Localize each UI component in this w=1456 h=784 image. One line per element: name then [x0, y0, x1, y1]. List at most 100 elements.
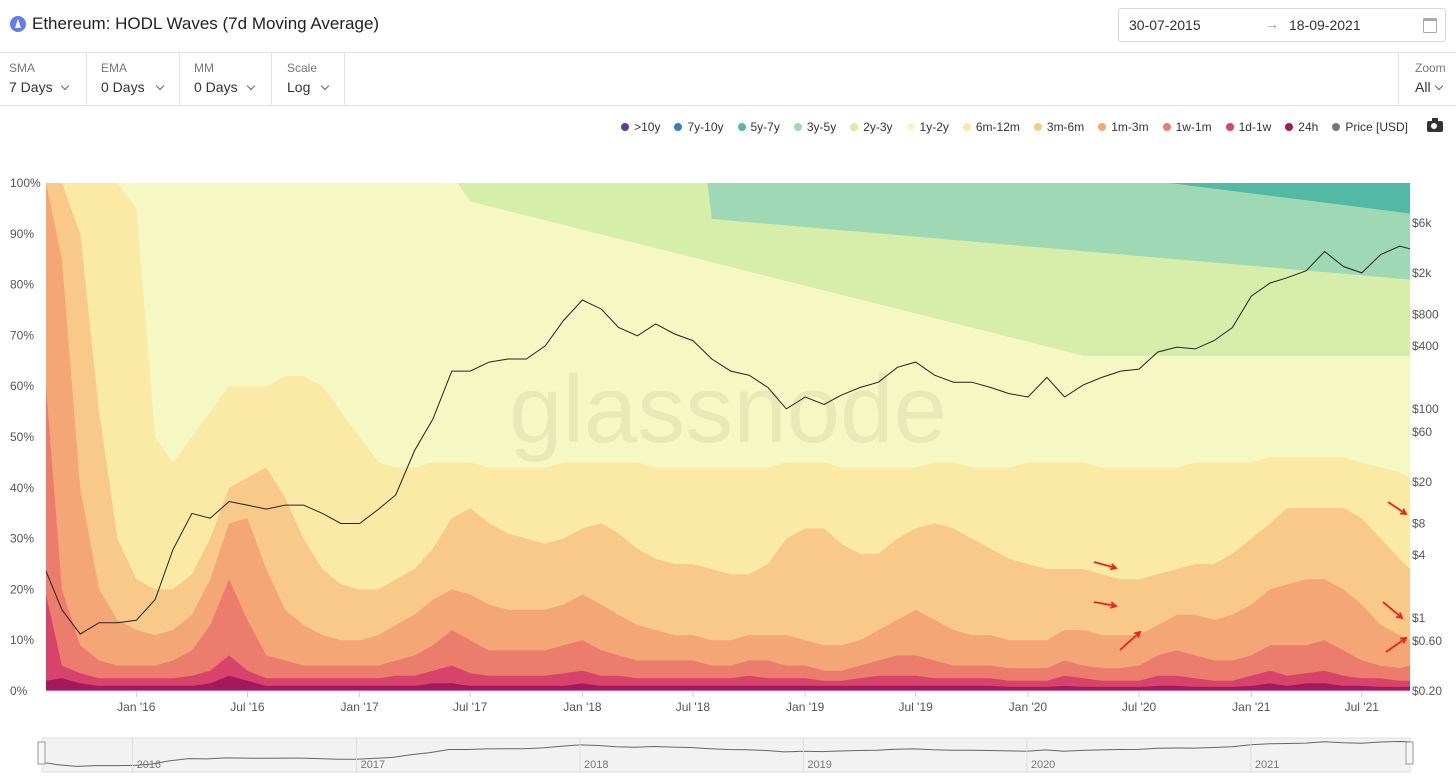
legend-item-6m-12m[interactable]: 6m-12m	[962, 120, 1020, 134]
chevron-down-icon	[1434, 81, 1444, 91]
x-tick-label: Jan '17	[341, 700, 380, 714]
legend-dot-icon	[962, 123, 971, 131]
legend-item-gt-10y[interactable]: >10y	[621, 120, 660, 134]
ema-value[interactable]: 0 Days	[101, 79, 145, 95]
legend-item-7y-10y[interactable]: 7y-10y	[674, 120, 724, 134]
x-tick-label: Jul '20	[1122, 700, 1157, 714]
hodl-waves-chart: glassnode 0% 10% 20% 30% 40% 50% 60% 70% 80% 90% 10…	[10, 176, 1442, 714]
legend-item-24h[interactable]: 24h	[1285, 120, 1318, 134]
legend-dot-icon	[737, 123, 746, 131]
band-3y-5y	[707, 183, 1410, 280]
annotation-arrow-head	[1399, 508, 1408, 516]
sma-label: SMA	[9, 61, 36, 75]
date-from-input[interactable]: 30-07-2015	[1129, 17, 1201, 33]
chevron-down-icon	[155, 81, 165, 91]
legend-dot-icon	[621, 123, 630, 131]
y-left-tick-label: 0%	[10, 684, 28, 698]
navigator-year-label: 2019	[807, 759, 831, 771]
legend-dot-icon	[1098, 123, 1107, 131]
chevron-down-icon	[320, 81, 330, 91]
navigator-year-label: 2021	[1255, 759, 1279, 771]
zoom-value[interactable]: All	[1415, 79, 1431, 95]
legend-dot-icon	[1033, 123, 1042, 131]
sma-value[interactable]: 7 Days	[9, 79, 53, 95]
x-tick-label: Jan '21	[1232, 700, 1271, 714]
band-1m-3m	[46, 183, 1410, 691]
legend-item-5y-7y[interactable]: 5y-7y	[737, 120, 780, 134]
legend-item-1m-3m[interactable]: 1m-3m	[1098, 120, 1149, 134]
legend-item-2y-3y[interactable]: 2y-3y	[850, 120, 893, 134]
y-left-tick-label: 100%	[10, 176, 41, 190]
annotation-arrow	[1385, 637, 1407, 653]
legend-dot-icon	[906, 123, 915, 131]
navigator-year-label: 2020	[1031, 759, 1055, 771]
sma-select[interactable]: SMA 7 Days	[0, 53, 87, 105]
legend-label: 1m-3m	[1111, 120, 1149, 134]
ema-select[interactable]: EMA 0 Days	[87, 53, 180, 105]
y-left-tick-label: 30%	[10, 532, 34, 546]
y-left-tick-label: 20%	[10, 582, 34, 596]
ethereum-icon	[10, 16, 26, 32]
annotation-arrow	[1382, 601, 1403, 619]
scale-value[interactable]: Log	[287, 79, 311, 95]
y-left-tick-label: 50%	[10, 430, 34, 444]
annotation-arrow-head	[1133, 630, 1142, 638]
y-right-tick-label: $1	[1412, 611, 1426, 625]
navigator-right-handle[interactable]	[1405, 741, 1414, 765]
annotation-arrow	[1387, 501, 1407, 515]
legend-label: 24h	[1298, 120, 1319, 134]
legend-item-1w-1m[interactable]: 1w-1m	[1162, 120, 1212, 134]
scale-select[interactable]: Scale Log	[272, 53, 345, 105]
legend-item-price-usd[interactable]: Price [USD]	[1332, 120, 1408, 134]
date-range-picker[interactable]: 30-07-2015 → 18-09-2021	[1118, 8, 1446, 42]
legend-dot-icon	[850, 123, 859, 131]
legend-label: 1d-1w	[1238, 120, 1272, 134]
y-right-tick-label: $4	[1412, 548, 1426, 562]
calendar-icon[interactable]	[1423, 18, 1437, 33]
annotation-arrow-head	[1395, 612, 1404, 620]
zoom-select[interactable]: Zoom All	[1398, 53, 1456, 105]
x-tick-label: Jul '16	[230, 700, 265, 714]
legend-item-1d-1w[interactable]: 1d-1w	[1225, 120, 1272, 134]
annotation-arrow-head	[1109, 563, 1118, 571]
camera-icon[interactable]	[1427, 118, 1443, 132]
scale-label: Scale	[287, 61, 318, 75]
chart-legend: >10y 7y-10y 5y-7y 3y-5y 2y-3y 1y-2y 6m-12m 3m-6…	[621, 120, 1408, 134]
band-1d-1w	[46, 594, 1410, 691]
legend-label: 2y-3y	[863, 120, 893, 134]
mm-value[interactable]: 0 Days	[194, 79, 238, 95]
chevron-down-icon	[246, 81, 256, 91]
y-left-tick-label: 70%	[10, 328, 34, 342]
y-right-tick-label: $800	[1412, 307, 1439, 321]
y-left-tick-label: 40%	[10, 481, 34, 495]
navigator-year-label: 2016	[137, 759, 161, 771]
mm-select[interactable]: MM 0 Days	[180, 53, 272, 105]
y-left-tick-label: 80%	[10, 278, 34, 292]
navigator-left-handle[interactable]	[37, 741, 46, 765]
y-right-tick-label: $0.20	[1412, 684, 1442, 698]
band-1w-1m	[46, 386, 1410, 691]
y-right-tick-label: $100	[1412, 402, 1439, 416]
legend-item-3m-6m[interactable]: 3m-6m	[1033, 120, 1084, 134]
y-right-tick-label: $20	[1412, 475, 1432, 489]
ema-label: EMA	[101, 61, 128, 75]
band-5y-7y	[1169, 183, 1410, 214]
x-tick-label: Jul '19	[899, 700, 934, 714]
legend-item-3y-5y[interactable]: 3y-5y	[793, 120, 836, 134]
date-to-input[interactable]: 18-09-2021	[1289, 17, 1361, 33]
legend-dot-icon	[674, 123, 683, 131]
legend-label: 6m-12m	[975, 120, 1020, 134]
y-left-tick-label: 10%	[10, 633, 34, 647]
legend-label: 7y-10y	[687, 120, 724, 134]
x-tick-label: Jan '18	[563, 700, 602, 714]
band-24h	[46, 675, 1410, 691]
legend-item-1y-2y[interactable]: 1y-2y	[906, 120, 949, 134]
y-right-tick-label: $400	[1412, 339, 1439, 353]
mm-label: MM	[194, 61, 214, 75]
x-tick-label: Jul '21	[1345, 700, 1380, 714]
zoom-label: Zoom	[1415, 61, 1446, 75]
range-navigator[interactable]: 2016 2017 2018 2019 2020 2021	[0, 726, 1456, 776]
legend-dot-icon	[1285, 123, 1294, 131]
legend-dot-icon	[1225, 123, 1234, 131]
watermark-text: glassnode	[509, 356, 947, 463]
